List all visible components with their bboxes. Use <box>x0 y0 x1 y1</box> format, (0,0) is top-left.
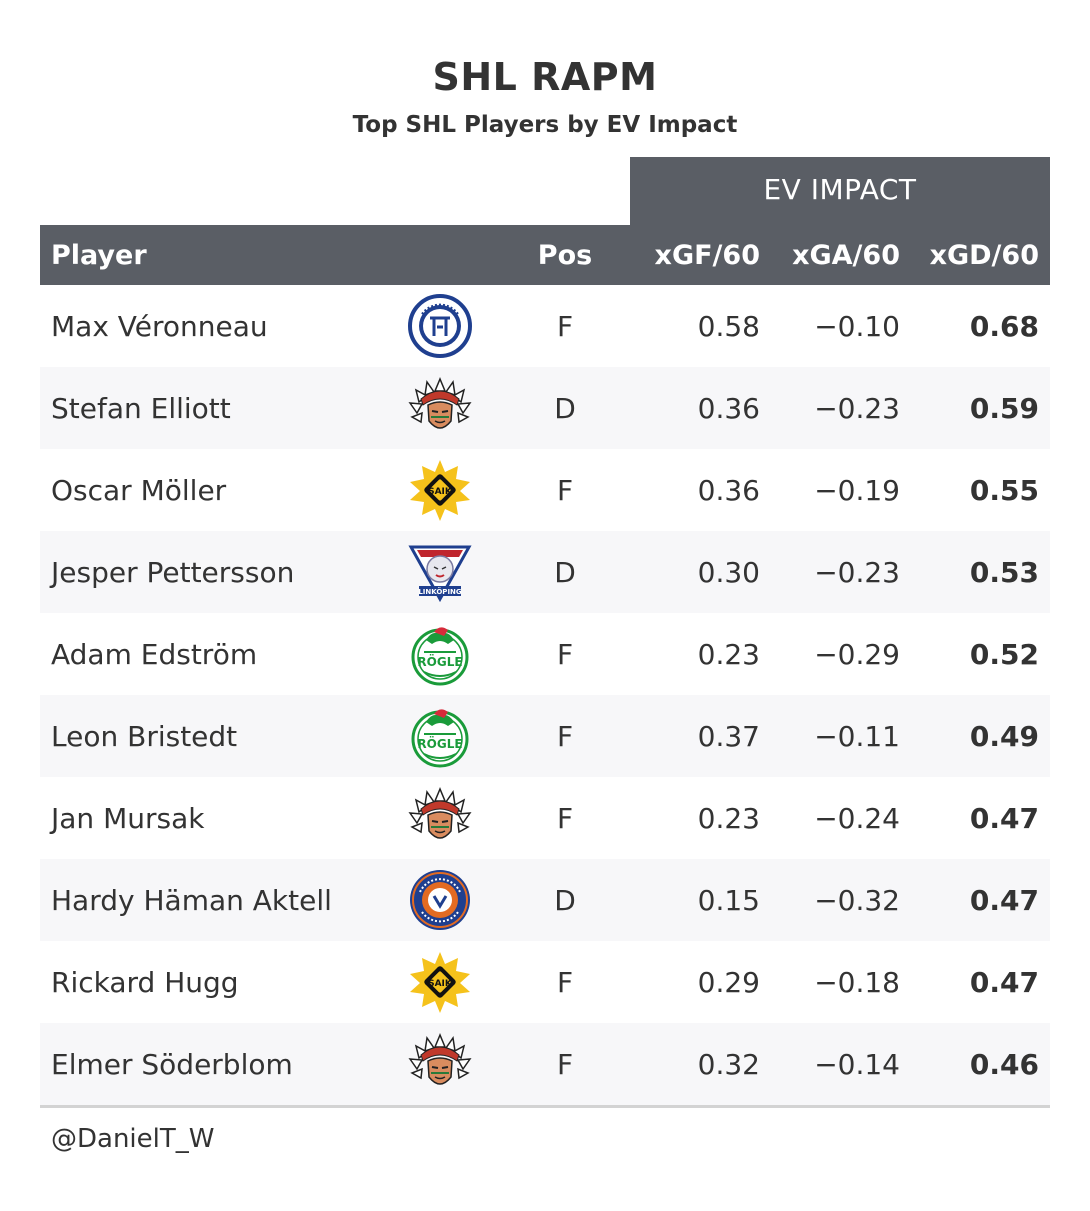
xga-value: −0.14 <box>814 1047 900 1081</box>
player-name: Jan Mursak <box>51 801 205 835</box>
player-name: Leon Bristedt <box>51 719 238 753</box>
xga-value: −0.29 <box>814 637 900 671</box>
xgd-value: 0.68 <box>969 309 1039 343</box>
column-header-xgf: xGF/60 <box>654 239 760 271</box>
team-logo-icon <box>404 1023 476 1105</box>
column-header-player: Player <box>51 239 147 271</box>
xgd-value: 0.47 <box>969 883 1039 917</box>
table-row: Jesper Pettersson LINKÖPING D 0.30 −0.23 0.53 <box>40 531 1050 613</box>
player-position: F <box>556 719 574 753</box>
table-row: Adam Edström RÖGLE F 0.23 −0.29 0.52 <box>40 613 1050 695</box>
xga-value: −0.23 <box>814 555 900 589</box>
player-name: Rickard Hugg <box>51 965 239 999</box>
credit-handle: @DanielT_W <box>51 1124 215 1154</box>
xgf-value: 0.15 <box>697 883 760 917</box>
xgd-value: 0.47 <box>969 801 1039 835</box>
xga-value: −0.19 <box>814 473 900 507</box>
column-header-xgd: xGD/60 <box>929 239 1039 271</box>
table-bottom-rule <box>40 1105 1050 1108</box>
xga-value: −0.23 <box>814 391 900 425</box>
xga-value: −0.24 <box>814 801 900 835</box>
player-position: D <box>554 883 576 917</box>
xga-value: −0.10 <box>814 309 900 343</box>
svg-text:RÖGLE: RÖGLE <box>417 654 462 669</box>
player-position: F <box>556 637 574 671</box>
player-name: Elmer Söderblom <box>51 1047 293 1081</box>
svg-text:SAIK: SAIK <box>428 487 453 497</box>
xga-value: −0.18 <box>814 965 900 999</box>
xga-value: −0.11 <box>814 719 900 753</box>
xgd-value: 0.53 <box>969 555 1039 589</box>
xgf-value: 0.36 <box>697 391 760 425</box>
team-logo-icon <box>404 777 476 859</box>
column-header-pos: Pos <box>537 239 593 271</box>
table-row: Oscar Möller SAIK F 0.36 −0.19 0.55 <box>40 449 1050 531</box>
player-name: Jesper Pettersson <box>51 555 295 589</box>
xga-value: −0.32 <box>814 883 900 917</box>
team-logo-icon <box>404 285 476 367</box>
table-body: Max Véronneau F 0.58 −0.10 0.68 Stefan Elliot… <box>40 285 1050 1105</box>
xgd-value: 0.59 <box>969 391 1039 425</box>
table-row: Stefan Elliott D 0.36 −0.23 0.59 <box>40 367 1050 449</box>
player-name: Oscar Möller <box>51 473 227 507</box>
xgf-value: 0.37 <box>697 719 760 753</box>
team-logo-icon: SAIK <box>404 449 476 531</box>
player-position: F <box>556 309 574 343</box>
team-logo-icon <box>404 367 476 449</box>
column-header-xga: xGA/60 <box>792 239 900 271</box>
svg-text:LINKÖPING: LINKÖPING <box>418 587 462 596</box>
player-position: D <box>554 555 576 589</box>
xgf-value: 0.30 <box>697 555 760 589</box>
xgf-value: 0.32 <box>697 1047 760 1081</box>
player-position: F <box>556 965 574 999</box>
team-logo-icon <box>404 859 476 941</box>
players-table: Player Pos xGF/60 xGA/60 xGD/60 Max Véro… <box>40 225 1050 1108</box>
xgf-value: 0.58 <box>697 309 760 343</box>
xgd-value: 0.46 <box>969 1047 1039 1081</box>
xgd-value: 0.49 <box>969 719 1039 753</box>
table-row: Hardy Häman Aktell D 0.15 −0.32 0.47 <box>40 859 1050 941</box>
player-position: F <box>556 473 574 507</box>
team-logo-icon: LINKÖPING <box>404 531 476 613</box>
xgf-value: 0.36 <box>697 473 760 507</box>
table-row: Jan Mursak F 0.23 −0.24 0.47 <box>40 777 1050 859</box>
player-position: F <box>556 801 574 835</box>
player-name: Hardy Häman Aktell <box>51 883 332 917</box>
player-name: Stefan Elliott <box>51 391 231 425</box>
table-row: Rickard Hugg SAIK F 0.29 −0.18 0.47 <box>40 941 1050 1023</box>
svg-text:RÖGLE: RÖGLE <box>417 736 462 751</box>
team-logo-icon: RÖGLE <box>404 695 476 777</box>
xgd-value: 0.47 <box>969 965 1039 999</box>
team-logo-icon: SAIK <box>404 941 476 1023</box>
team-logo-icon: RÖGLE <box>404 613 476 695</box>
table-subtitle: Top SHL Players by EV Impact <box>352 112 738 138</box>
xgf-value: 0.23 <box>697 801 760 835</box>
table-row: Max Véronneau F 0.58 −0.10 0.68 <box>40 285 1050 367</box>
xgd-value: 0.55 <box>969 473 1039 507</box>
svg-text:SAIK: SAIK <box>428 979 453 989</box>
player-position: F <box>556 1047 574 1081</box>
table-row: Leon Bristedt RÖGLE F 0.37 −0.11 0.49 <box>40 695 1050 777</box>
xgd-value: 0.52 <box>969 637 1039 671</box>
xgf-value: 0.29 <box>697 965 760 999</box>
ev-impact-spanner: EV IMPACT <box>630 157 1050 225</box>
table-row: Elmer Söderblom F 0.32 −0.14 0.46 <box>40 1023 1050 1105</box>
column-header-row: Player Pos xGF/60 xGA/60 xGD/60 <box>40 225 1050 285</box>
player-position: D <box>554 391 576 425</box>
player-name: Max Véronneau <box>51 309 268 343</box>
xgf-value: 0.23 <box>697 637 760 671</box>
player-name: Adam Edström <box>51 637 258 671</box>
table-title: SHL RAPM <box>432 55 658 99</box>
